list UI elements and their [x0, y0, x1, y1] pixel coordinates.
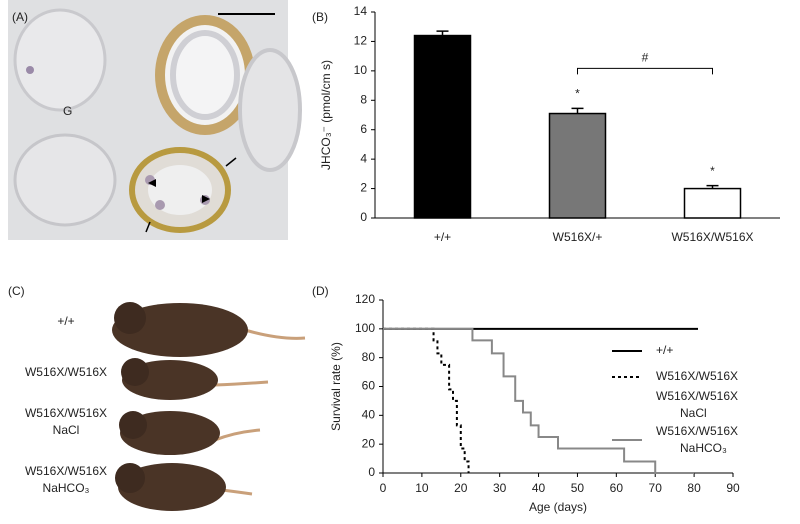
x-tick-label: 30 [493, 481, 507, 495]
annotation: G [63, 104, 72, 118]
panel-label: (A) [12, 10, 28, 24]
survival-line [383, 327, 695, 474]
bracket-label: # [642, 51, 649, 65]
panel-label: (C) [8, 284, 25, 298]
mouse-label: NaCl [53, 423, 80, 437]
y-tick-label: 120 [355, 292, 375, 306]
survival-line [383, 327, 470, 473]
x-tick-label: 80 [687, 481, 701, 495]
y-tick-label: 100 [355, 321, 375, 335]
legend-label: +/+ [656, 343, 673, 357]
y-tick-label: 0 [360, 210, 367, 224]
y-tick-label: 6 [360, 122, 367, 136]
bracket [577, 67, 713, 75]
significance-mark: * [710, 164, 715, 178]
mouse-label: +/+ [57, 314, 74, 328]
x-tick-label: 60 [610, 481, 624, 495]
y-tick-label: 10 [354, 63, 368, 77]
survival-chart: (D) Age (days) Survival rate (%) 0 20 40 60 80 1… [312, 284, 740, 514]
x-tick-label: 10 [415, 481, 429, 495]
mouse-label: W516X/W516X [25, 365, 107, 379]
x-tick-label: 50 [571, 481, 585, 495]
mouse-label: W516X/W516X [25, 464, 107, 478]
x-tick-label: +/+ [434, 230, 451, 244]
mouse-labels: +/+ W516X/W516X W516X/W516X NaCl W516X/W516X… [25, 314, 107, 495]
legend-label: W516X/W516X NaCl [656, 389, 738, 420]
y-tick-label: 20 [362, 436, 376, 450]
y-tick-label: 12 [354, 34, 368, 48]
y-tick-label: 2 [360, 181, 367, 195]
bar [413, 34, 472, 219]
x-tick-label: W516X/W516X [671, 230, 753, 244]
y-tick-label: 0 [368, 465, 375, 479]
y-axis-label: Survival rate (%) [329, 342, 343, 431]
y-tick-label: 60 [362, 379, 376, 393]
y-tick-label: 40 [362, 408, 376, 422]
mice-photo: (C) [8, 284, 306, 511]
bar-chart: (B) JHCO₃⁻ (pmol/cm s) 0 2 4 6 8 10 12 14 +/+ W516X… [312, 4, 780, 244]
y-tick-label: 80 [362, 350, 376, 364]
x-tick-label: 70 [649, 481, 663, 495]
x-axis-label: Age (days) [529, 500, 587, 514]
x-tick-label: 90 [726, 481, 740, 495]
x-tick-label: 20 [454, 481, 468, 495]
bar [548, 112, 607, 219]
x-tick-label: 40 [532, 481, 546, 495]
x-tick-label: W516X/+ [553, 230, 603, 244]
y-tick-label: 4 [360, 151, 367, 165]
y-tick-label: 14 [354, 4, 368, 18]
mouse-label: NaHCO₃ [43, 481, 90, 495]
bar [683, 187, 742, 219]
legend-label: W516X/W516X [656, 369, 738, 383]
y-tick-label: 8 [360, 92, 367, 106]
significance-mark: * [575, 87, 580, 101]
x-tick-label: 0 [380, 481, 387, 495]
mouse-label: W516X/W516X [25, 406, 107, 420]
panel-label: (B) [312, 10, 328, 24]
y-axis-label: JHCO₃⁻ (pmol/cm s) [319, 60, 333, 170]
micrograph: (A) G [8, 0, 302, 240]
legend-label: W516X/W516X NaHCO₃ [656, 424, 738, 455]
panel-label: (D) [312, 284, 329, 298]
